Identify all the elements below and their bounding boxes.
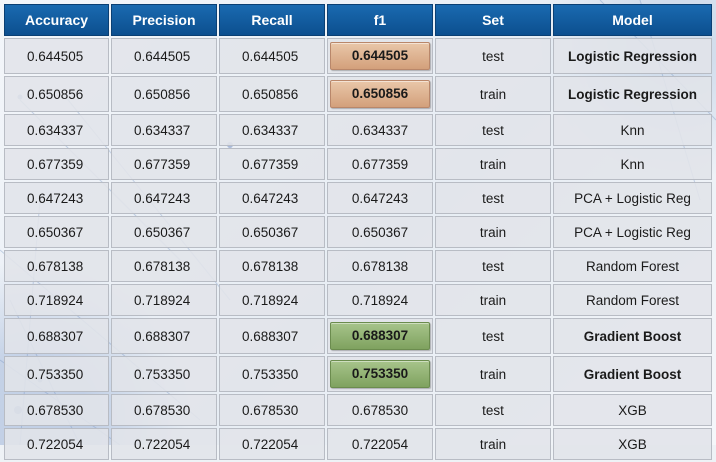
cell-accuracy: 0.718924 — [4, 284, 109, 316]
cell-f1: 0.688307 — [327, 318, 433, 354]
cell-f1: 0.650367 — [327, 216, 433, 248]
cell-accuracy: 0.678530 — [4, 394, 109, 426]
cell-recall: 0.688307 — [219, 318, 325, 354]
f1-highlight-badge: 0.644505 — [330, 42, 430, 70]
cell-model: PCA + Logistic Reg — [553, 216, 712, 248]
table-body: 0.644505 0.644505 0.644505 0.644505 test Logi… — [4, 38, 712, 460]
cell-set: train — [435, 284, 551, 316]
cell-set: test — [435, 394, 551, 426]
table-row: 0.634337 0.634337 0.634337 0.634337 test Knn — [4, 114, 712, 146]
cell-set: train — [435, 76, 551, 112]
f1-highlight-badge: 0.650856 — [330, 80, 430, 108]
cell-model: XGB — [553, 428, 712, 460]
cell-model: Gradient Boost — [553, 356, 712, 392]
table-row: 0.718924 0.718924 0.718924 0.718924 train Ran… — [4, 284, 712, 316]
cell-f1: 0.634337 — [327, 114, 433, 146]
cell-recall: 0.650856 — [219, 76, 325, 112]
header-row: Accuracy Precision Recall f1 Set Model — [4, 4, 712, 36]
cell-f1: 0.718924 — [327, 284, 433, 316]
f1-highlight-badge: 0.688307 — [330, 322, 430, 350]
cell-model: XGB — [553, 394, 712, 426]
cell-accuracy: 0.722054 — [4, 428, 109, 460]
cell-recall: 0.753350 — [219, 356, 325, 392]
cell-precision: 0.722054 — [111, 428, 217, 460]
cell-recall: 0.678530 — [219, 394, 325, 426]
cell-precision: 0.677359 — [111, 148, 217, 180]
cell-accuracy: 0.650856 — [4, 76, 109, 112]
cell-model: Knn — [553, 114, 712, 146]
table-row: 0.688307 0.688307 0.688307 0.688307 test Grad… — [4, 318, 712, 354]
cell-model: Knn — [553, 148, 712, 180]
header-precision: Precision — [111, 4, 217, 36]
cell-accuracy: 0.634337 — [4, 114, 109, 146]
table-row: 0.677359 0.677359 0.677359 0.677359 train Knn — [4, 148, 712, 180]
cell-f1: 0.678530 — [327, 394, 433, 426]
cell-model: Logistic Regression — [553, 38, 712, 74]
cell-precision: 0.650856 — [111, 76, 217, 112]
cell-f1: 0.678138 — [327, 250, 433, 282]
cell-precision: 0.634337 — [111, 114, 217, 146]
cell-recall: 0.678138 — [219, 250, 325, 282]
cell-precision: 0.718924 — [111, 284, 217, 316]
cell-model: Gradient Boost — [553, 318, 712, 354]
cell-recall: 0.677359 — [219, 148, 325, 180]
cell-f1: 0.677359 — [327, 148, 433, 180]
cell-precision: 0.650367 — [111, 216, 217, 248]
cell-precision: 0.688307 — [111, 318, 217, 354]
cell-f1: 0.647243 — [327, 182, 433, 214]
cell-recall: 0.647243 — [219, 182, 325, 214]
header-recall: Recall — [219, 4, 325, 36]
cell-f1: 0.650856 — [327, 76, 433, 112]
header-f1: f1 — [327, 4, 433, 36]
header-set: Set — [435, 4, 551, 36]
cell-precision: 0.644505 — [111, 38, 217, 74]
cell-set: train — [435, 428, 551, 460]
header-model: Model — [553, 4, 712, 36]
f1-highlight-badge: 0.753350 — [330, 360, 430, 388]
cell-set: test — [435, 114, 551, 146]
cell-accuracy: 0.647243 — [4, 182, 109, 214]
table-row: 0.678530 0.678530 0.678530 0.678530 test XGB — [4, 394, 712, 426]
cell-model: Random Forest — [553, 284, 712, 316]
cell-set: train — [435, 356, 551, 392]
cell-recall: 0.722054 — [219, 428, 325, 460]
cell-accuracy: 0.677359 — [4, 148, 109, 180]
cell-set: test — [435, 38, 551, 74]
cell-f1: 0.644505 — [327, 38, 433, 74]
cell-recall: 0.650367 — [219, 216, 325, 248]
cell-precision: 0.678138 — [111, 250, 217, 282]
cell-model: PCA + Logistic Reg — [553, 182, 712, 214]
cell-accuracy: 0.678138 — [4, 250, 109, 282]
cell-accuracy: 0.644505 — [4, 38, 109, 74]
cell-accuracy: 0.753350 — [4, 356, 109, 392]
table-row: 0.753350 0.753350 0.753350 0.753350 train Gra… — [4, 356, 712, 392]
table-row: 0.650856 0.650856 0.650856 0.650856 train Log… — [4, 76, 712, 112]
cell-accuracy: 0.688307 — [4, 318, 109, 354]
table-row: 0.644505 0.644505 0.644505 0.644505 test Logi… — [4, 38, 712, 74]
cell-precision: 0.678530 — [111, 394, 217, 426]
table-row: 0.650367 0.650367 0.650367 0.650367 train PCA… — [4, 216, 712, 248]
cell-recall: 0.718924 — [219, 284, 325, 316]
table-row: 0.722054 0.722054 0.722054 0.722054 train XGB — [4, 428, 712, 460]
cell-precision: 0.753350 — [111, 356, 217, 392]
header-accuracy: Accuracy — [4, 4, 109, 36]
cell-f1: 0.722054 — [327, 428, 433, 460]
cell-recall: 0.634337 — [219, 114, 325, 146]
cell-f1: 0.753350 — [327, 356, 433, 392]
cell-accuracy: 0.650367 — [4, 216, 109, 248]
cell-set: train — [435, 148, 551, 180]
cell-recall: 0.644505 — [219, 38, 325, 74]
table-row: 0.678138 0.678138 0.678138 0.678138 test Rand… — [4, 250, 712, 282]
cell-set: test — [435, 182, 551, 214]
cell-set: test — [435, 250, 551, 282]
cell-precision: 0.647243 — [111, 182, 217, 214]
cell-model: Logistic Regression — [553, 76, 712, 112]
cell-model: Random Forest — [553, 250, 712, 282]
cell-set: train — [435, 216, 551, 248]
cell-set: test — [435, 318, 551, 354]
table-row: 0.647243 0.647243 0.647243 0.647243 test PCA … — [4, 182, 712, 214]
